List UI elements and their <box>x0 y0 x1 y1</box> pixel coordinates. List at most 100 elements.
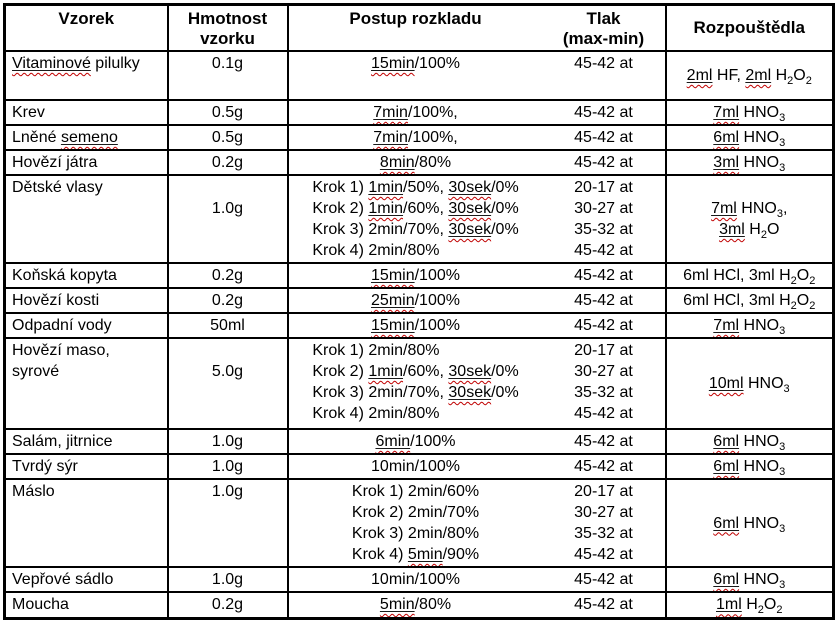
procedure-steps: Krok 1) 2min/80% Krok 2) 1min/60%, 30sek/… <box>312 340 518 424</box>
cell-pressure: 45-42 at <box>542 591 667 619</box>
table-row: Vitaminové pilulky 0.1g 15min/100% 45-42 at… <box>3 50 835 101</box>
text-line: 6ml HNO3 <box>713 129 786 150</box>
cell-solvents: 6ml HCl, 3ml H2O2 <box>664 262 835 289</box>
header-row: Vzorek Hmotnost vzorku Postup rozkladu T… <box>3 3 835 52</box>
cell-solvents: 10ml HNO3 <box>664 337 835 430</box>
cell-sample: Tvrdý sýr <box>3 453 169 480</box>
cell-weight: 1.0g <box>166 453 289 480</box>
subscript: 2 <box>757 604 764 617</box>
text-line: Vitaminové pilulky <box>12 55 140 72</box>
text-line: Hovězí kosti <box>12 292 100 309</box>
text-line: 20-17 at <box>574 483 633 500</box>
procedure-steps: 6min/100% <box>375 431 455 452</box>
procedure-steps: 7min/100%, <box>373 102 458 123</box>
cell-weight: 1.0g <box>166 174 289 264</box>
cell-pressure: 45-42 at <box>542 99 667 126</box>
cell-solvents: 2ml HF, 2ml H2O2 <box>664 50 835 101</box>
cell-solvents: 6ml HNO3 <box>664 566 835 593</box>
subscript: 3 <box>779 325 786 338</box>
subscript: 3 <box>779 579 786 592</box>
cell-pressure: 45-42 at <box>542 287 667 314</box>
cell-sample: Hovězí játra <box>3 149 169 176</box>
cell-sample: Moucha <box>3 591 169 619</box>
subscript: 2 <box>760 229 767 242</box>
text-line: 45-42 at <box>574 571 633 588</box>
text-line: syrové <box>12 363 60 380</box>
text-line: 7min/100%, <box>373 129 458 146</box>
text-line: Krok 1) 2min/60% <box>351 483 480 500</box>
text-line: 7ml HNO3 <box>713 104 786 125</box>
misspelled-word: 7min <box>373 104 408 121</box>
subscript: 3 <box>779 441 786 454</box>
text-line: Dětské vlasy <box>12 179 103 196</box>
misspelled-word: 7ml <box>713 104 740 121</box>
text-line: 45-42 at <box>574 104 633 121</box>
digestion-parameters-table: Vzorek Hmotnost vzorku Postup rozkladu T… <box>3 3 835 620</box>
subscript: 3 <box>779 137 786 150</box>
cell-procedure: 15min/100% <box>286 262 543 289</box>
cell-procedure: 25min/100% <box>286 287 543 314</box>
misspelled-word: 2ml <box>745 67 772 84</box>
table-row: Tvrdý sýr 1.0g 10min/100% 45-42 at 6ml HNO3 <box>3 453 835 480</box>
misspelled-word: 10ml <box>708 375 744 392</box>
cell-pressure: 45-42 at <box>542 566 667 593</box>
cell-weight: 1.0g <box>166 566 289 593</box>
cell-pressure: 20-17 at 30-27 at 35-32 at 45-42 at <box>542 478 667 568</box>
text-line: 2ml HF, 2ml H2O2 <box>686 67 812 88</box>
cell-pressure: 45-42 at <box>542 453 667 480</box>
misspelled-word: 6ml <box>713 433 740 450</box>
table-row: Hovězí játra 0.2g 8min/80% 45-42 at 3ml HNO3 <box>3 149 835 176</box>
misspelled-word: 15min <box>371 267 415 284</box>
text-line: Krok 2) 1min/60%, 30sek/0% <box>312 363 519 380</box>
cell-procedure: 6min/100% <box>286 428 543 455</box>
text-line: 10ml HNO3 <box>708 375 790 396</box>
cell-weight: 50ml <box>166 312 289 339</box>
table-row: Lněné semeno 0.5g 7min/100%, 45-42 at 6ml HN… <box>3 124 835 151</box>
text-line: 5min/80% <box>379 596 452 613</box>
text-line: 8min/80% <box>379 154 452 171</box>
cell-solvents: 7ml HNO3 <box>664 312 835 339</box>
misspelled-word: 6ml <box>713 514 740 532</box>
subscript: 2 <box>790 300 797 313</box>
subscript: 3 <box>779 112 786 125</box>
cell-weight: 1.0g <box>166 478 289 568</box>
text-line: 30-27 at <box>574 200 633 217</box>
text-line: 6ml HNO3 <box>713 458 786 479</box>
cell-pressure: 45-42 at <box>542 149 667 176</box>
cell-procedure: 15min/100% <box>286 312 543 339</box>
cell-weight: 0.5g <box>166 124 289 151</box>
table-row: Dětské vlasy 1.0g Krok 1) 1min/50%, 30sek/… <box>3 174 835 264</box>
text-line: 1ml H2O2 <box>716 596 783 617</box>
table-row: Koňská kopyta 0.2g 15min/100% 45-42 at 6ml H… <box>3 262 835 289</box>
text-line: 10min/100% <box>371 571 460 588</box>
text-line: 45-42 at <box>574 242 633 259</box>
misspelled-word: 25min <box>371 292 415 309</box>
text-line: Krev <box>12 104 45 121</box>
misspelled-word: 7ml <box>713 317 740 334</box>
text-line: 6ml HNO3 <box>713 433 786 454</box>
cell-procedure: Krok 1) 1min/50%, 30sek/0% Krok 2) 1min/6… <box>286 174 543 264</box>
text-line: Odpadní vody <box>12 317 112 334</box>
misspelled-word: 6ml <box>713 571 740 588</box>
table-body: Vitaminové pilulky 0.1g 15min/100% 45-42 at… <box>3 50 835 619</box>
text-line: 45-42 at <box>574 317 633 334</box>
misspelled-word: 3ml <box>713 154 740 171</box>
cell-pressure: 20-17 at 30-27 at 35-32 at 45-42 at <box>542 337 667 430</box>
cell-weight: 5.0g <box>166 337 289 430</box>
text-line: Máslo <box>12 483 55 500</box>
text-line: 45-42 at <box>574 55 633 72</box>
text-line: Krok 1) 1min/50%, 30sek/0% <box>312 179 519 196</box>
header-tlak: Tlak (max-min) <box>542 3 667 52</box>
text-line: 7ml HNO3, <box>711 200 788 221</box>
text-line: 35-32 at <box>574 384 633 401</box>
text-line: Krok 4) 5min/90% <box>351 546 480 563</box>
misspelled-word: 3ml <box>719 221 745 238</box>
procedure-steps: 5min/80% <box>380 594 451 615</box>
text-line: 6ml HCl, 3ml H2O2 <box>683 267 816 288</box>
cell-sample: Hovězí kosti <box>3 287 169 314</box>
misspelled-word: semeno <box>60 129 118 146</box>
cell-procedure: Krok 1) 2min/60% Krok 2) 2min/70% Krok 3) … <box>286 478 543 568</box>
subscript: 2 <box>809 300 816 313</box>
table-header: Vzorek Hmotnost vzorku Postup rozkladu T… <box>3 3 835 52</box>
cell-weight: 0.5g <box>166 99 289 126</box>
